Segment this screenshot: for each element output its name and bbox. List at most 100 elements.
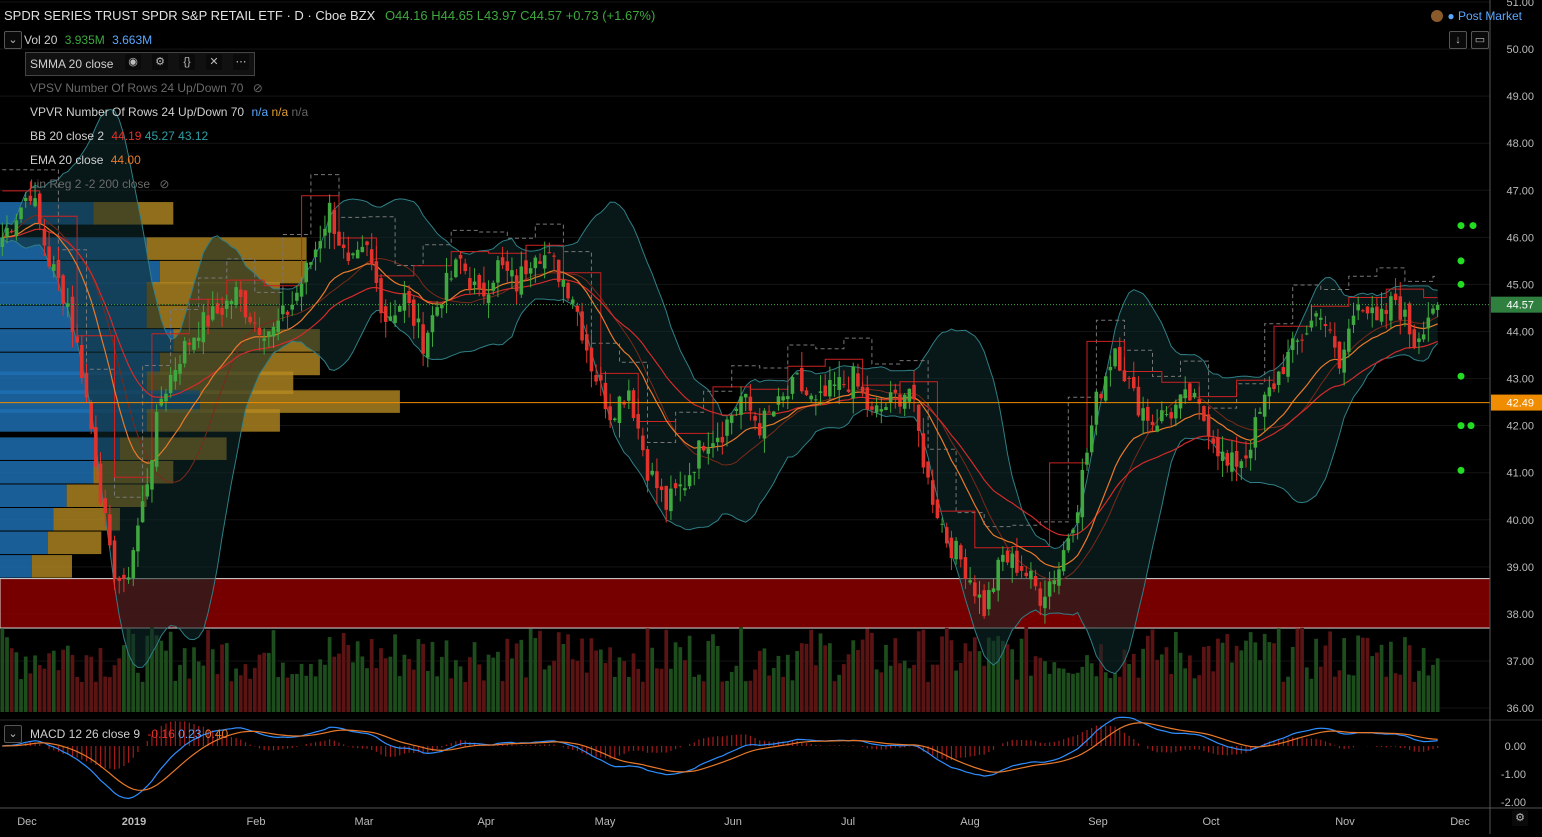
- candle-body: [304, 262, 309, 283]
- volume-bar: [795, 650, 800, 712]
- candle-body: [1379, 308, 1384, 322]
- collapse-chevron-icon[interactable]: ⌄: [4, 31, 22, 49]
- volume-bar: [192, 647, 196, 712]
- volume-bar: [262, 652, 267, 712]
- volume-bar: [234, 668, 238, 712]
- macd-tick-label: 0.00: [1505, 741, 1526, 753]
- settings-gear-icon[interactable]: ⚙: [1512, 810, 1528, 826]
- candle-body: [1057, 569, 1061, 586]
- vpvr-value-1: n/a: [251, 105, 269, 119]
- volume-bar: [753, 669, 757, 712]
- volume-bar: [1328, 631, 1332, 712]
- volume-bar: [1010, 649, 1015, 712]
- hidden-eye-icon[interactable]: ⊘: [159, 177, 170, 191]
- candle-body: [1234, 450, 1239, 467]
- volume-bar: [1417, 670, 1421, 712]
- ema-polyline: [2, 222, 1438, 568]
- volume-bar: [210, 649, 215, 712]
- indicator-linreg[interactable]: Lin Reg 2 -2 200 close ⊘: [30, 177, 169, 191]
- indicator-bb[interactable]: BB 20 close 2 44.19 45.27 43.12: [30, 129, 208, 143]
- volume-bar: [388, 656, 393, 712]
- candle-body: [944, 527, 949, 544]
- candle-body: [622, 401, 626, 405]
- indicator-vpsv[interactable]: VPSV Number Of Rows 24 Up/Down 70 ⊘: [30, 81, 263, 95]
- candle-body: [1267, 387, 1272, 397]
- candle-body: [229, 301, 234, 305]
- volume-bar: [860, 639, 865, 712]
- hidden-eye-icon[interactable]: ⊘: [252, 81, 263, 95]
- candle-body: [556, 259, 561, 282]
- volume-bar: [1178, 652, 1183, 712]
- candle-body: [1160, 410, 1164, 422]
- volume-bar: [584, 672, 589, 712]
- candle-body: [888, 392, 893, 403]
- volume-bar: [472, 642, 477, 712]
- candle-body: [954, 540, 958, 560]
- candle-body: [930, 480, 935, 505]
- candle-body: [916, 404, 921, 431]
- volume-bar: [411, 669, 416, 712]
- volume-bar: [1047, 673, 1052, 712]
- candle-body: [164, 393, 168, 402]
- candle-body: [1361, 310, 1365, 312]
- gear-icon[interactable]: ⚙: [152, 54, 168, 70]
- volume-profile-up-bar: [0, 555, 32, 578]
- volume-bar: [926, 681, 930, 712]
- indicator-volume[interactable]: Vol 20 3.935M 3.663M: [24, 33, 152, 47]
- candle-body: [720, 437, 725, 443]
- volume-bar: [126, 629, 131, 712]
- macd-collapse-icon[interactable]: ⌄: [4, 725, 22, 743]
- volume-bar: [1183, 668, 1188, 712]
- time-tick-label: Oct: [1202, 816, 1219, 828]
- indicator-ema[interactable]: EMA 20 close 44.00: [30, 153, 141, 167]
- volume-bar: [1000, 640, 1005, 712]
- candle-body: [552, 255, 556, 257]
- volume-bar: [748, 680, 753, 712]
- candle-body: [505, 261, 510, 271]
- eye-icon[interactable]: ◉: [125, 54, 141, 70]
- indicator-macd[interactable]: MACD 12 26 close 9 -0.16 0.23 0.40: [30, 727, 228, 741]
- price-tick-label: 44.00: [1506, 326, 1534, 338]
- indicator-vpvr[interactable]: VPVR Number Of Rows 24 Up/Down 70 n/a n/…: [30, 105, 308, 119]
- code-braces-icon[interactable]: {}: [179, 54, 195, 70]
- signal-dot: [1469, 222, 1477, 230]
- indicator-smma[interactable]: SMMA 20 close: [30, 57, 114, 71]
- candle-body: [828, 379, 832, 397]
- scroll-down-icon[interactable]: ↓: [1449, 31, 1467, 49]
- candle-body: [510, 270, 514, 277]
- candle-body: [1244, 455, 1248, 459]
- candle-body: [1412, 329, 1417, 348]
- candle-body: [154, 411, 159, 467]
- price-tick-label: 38.00: [1506, 609, 1534, 621]
- volume-bar: [1393, 673, 1398, 712]
- signal-dot: [1457, 280, 1465, 288]
- vpsv-upper-step: [2, 169, 1438, 528]
- volume-bar: [898, 663, 902, 712]
- volume-bar: [1365, 637, 1370, 712]
- volume-bar: [206, 629, 210, 712]
- candle-body: [1304, 333, 1309, 335]
- close-icon[interactable]: ✕: [206, 54, 222, 70]
- support-zone: [0, 578, 1491, 629]
- candle-body: [173, 370, 178, 382]
- candle-body: [117, 577, 121, 581]
- ema-value: 44.00: [110, 153, 141, 167]
- volume-bar: [0, 628, 5, 712]
- post-market-indicator[interactable]: ● Post Market: [1431, 9, 1522, 23]
- candle-body: [309, 262, 313, 265]
- candle-body: [687, 475, 692, 487]
- volume-bar: [1421, 647, 1426, 712]
- candle-body: [1421, 334, 1426, 340]
- volume-profile-up-bar: [0, 437, 120, 460]
- more-icon[interactable]: ⋯: [233, 54, 249, 70]
- maximize-icon[interactable]: ▭: [1471, 31, 1489, 49]
- volume-bar: [1206, 645, 1211, 712]
- candle-body: [767, 411, 771, 413]
- candle-body: [397, 306, 402, 312]
- candle-body: [823, 385, 827, 397]
- candle-body: [285, 311, 290, 315]
- volume-bar: [9, 648, 14, 712]
- vol-label: Vol 20: [24, 33, 58, 47]
